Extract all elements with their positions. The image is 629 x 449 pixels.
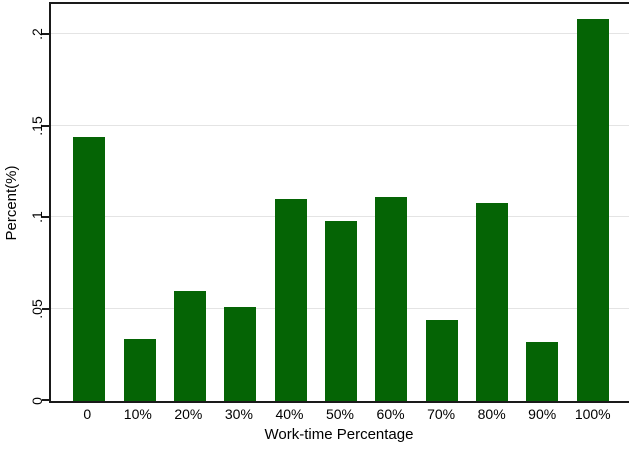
y-tick-label: .2 xyxy=(29,28,45,40)
bar-40% xyxy=(274,199,307,401)
x-tick-label: 40% xyxy=(275,406,304,422)
x-tick-label: 50% xyxy=(325,406,355,422)
bar-slot xyxy=(114,4,164,401)
y-tick xyxy=(42,32,50,35)
bar-slot xyxy=(366,4,416,401)
bar-70% xyxy=(425,320,458,401)
bar-slot xyxy=(265,4,315,401)
bar-10% xyxy=(123,338,156,401)
x-tick-label: 60% xyxy=(376,406,405,422)
y-axis-title: Percent(%) xyxy=(3,164,20,241)
y-tick xyxy=(42,216,50,219)
bar-80% xyxy=(476,202,509,401)
gridline xyxy=(51,32,629,34)
bar-slot xyxy=(316,4,366,401)
bars-container xyxy=(51,4,629,401)
x-tick-label: 0 xyxy=(83,406,92,422)
x-tick-label: 20% xyxy=(174,406,203,422)
y-tick-label: .05 xyxy=(29,299,45,319)
bar-60% xyxy=(375,197,408,401)
y-tick-label: .1 xyxy=(29,211,45,224)
x-tick-label: 30% xyxy=(224,406,253,422)
y-tick-label: .15 xyxy=(29,115,45,136)
bar-100% xyxy=(576,19,609,401)
bar-30% xyxy=(224,307,257,401)
bar-slot xyxy=(568,4,618,401)
bar-slot xyxy=(64,4,114,401)
y-tick-label: 0 xyxy=(29,397,45,405)
bar-slot xyxy=(517,4,567,401)
x-tick-label: 90% xyxy=(528,406,557,422)
bar-90% xyxy=(526,342,559,401)
bar-slot xyxy=(215,4,265,401)
y-tick xyxy=(42,124,50,127)
x-axis-title: Work-time Percentage xyxy=(264,426,414,443)
bar-slot xyxy=(467,4,517,401)
x-tick-label: 70% xyxy=(427,406,456,422)
y-tick xyxy=(42,308,50,311)
x-tick-label: 80% xyxy=(477,406,506,422)
x-axis-labels: 0 10% 20% 30% 40% 50% 60% 70% 80% 90% 100% xyxy=(49,406,629,422)
bar-slot xyxy=(417,4,467,401)
plot-area: Percent(%) 0 .05 .1 .15 .2 xyxy=(3,2,629,405)
y-tick xyxy=(42,399,50,401)
bar-20% xyxy=(173,290,206,401)
x-tick-label: 100% xyxy=(574,406,611,422)
gridline xyxy=(51,216,629,218)
bar-slot xyxy=(165,4,215,401)
bar-0 xyxy=(73,136,106,401)
gridline xyxy=(51,124,629,126)
bar-50% xyxy=(324,221,357,401)
x-tick-label: 10% xyxy=(123,406,152,422)
